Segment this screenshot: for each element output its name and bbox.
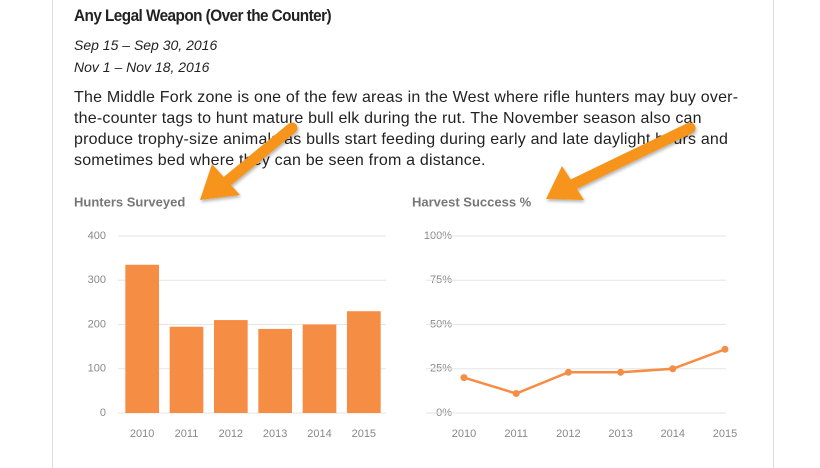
card: [52, 0, 774, 468]
bar: [346, 311, 381, 413]
bar: [125, 264, 160, 413]
x-tick-label: 2013: [608, 428, 632, 440]
charts-layer: Hunters Surveyed 0 100 200 300 400 2010 2011 201…: [74, 194, 737, 439]
chart-title: Hunters Surveyed: [74, 194, 185, 209]
y-tick-label: 400: [88, 230, 106, 242]
arrow-head: [200, 164, 240, 200]
y-tick-label: 0: [100, 407, 106, 419]
x-tick-label: 2012: [556, 428, 580, 440]
date: Sep 15 – Sep 30, 2016: [74, 37, 218, 53]
x-tick-label: 2015: [713, 428, 737, 440]
arrow: [219, 122, 298, 189]
y-tick-label: 200: [88, 318, 106, 330]
point: [669, 365, 677, 373]
x-tick-label: 2010: [130, 428, 154, 440]
x-tick-label: 2014: [307, 428, 331, 440]
point: [617, 368, 625, 376]
x-tick-label: 2012: [219, 428, 243, 440]
bar: [302, 324, 337, 413]
line: [463, 348, 726, 395]
section-title: Any Legal Weapon (Over the Counter): [74, 6, 332, 25]
point: [512, 390, 520, 398]
y-tick-label: 300: [88, 274, 106, 286]
bar: [213, 320, 248, 413]
x-tick-label: 2011: [175, 428, 199, 440]
bar: [169, 326, 204, 413]
arrow-head: [546, 166, 584, 200]
x-tick-label: 2014: [661, 428, 685, 440]
point: [721, 345, 729, 353]
y-tick-label: 100: [88, 363, 106, 375]
x-tick-label: 2013: [263, 428, 287, 440]
point: [564, 368, 572, 376]
date: Nov 1 – Nov 18, 2016: [74, 59, 210, 75]
arrow: [566, 122, 696, 191]
description: The Middle Fork zone is one of the few a…: [74, 89, 739, 169]
annotation-arrows: [200, 122, 696, 200]
point: [460, 374, 468, 382]
chart-title: Harvest Success %: [412, 194, 532, 209]
x-tick-label: 2010: [452, 428, 476, 440]
bar: [258, 328, 293, 413]
x-tick-label: 2015: [352, 428, 376, 440]
x-tick-label: 2011: [504, 428, 528, 440]
